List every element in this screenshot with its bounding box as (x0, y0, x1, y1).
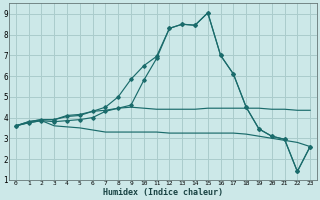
X-axis label: Humidex (Indice chaleur): Humidex (Indice chaleur) (103, 188, 223, 197)
